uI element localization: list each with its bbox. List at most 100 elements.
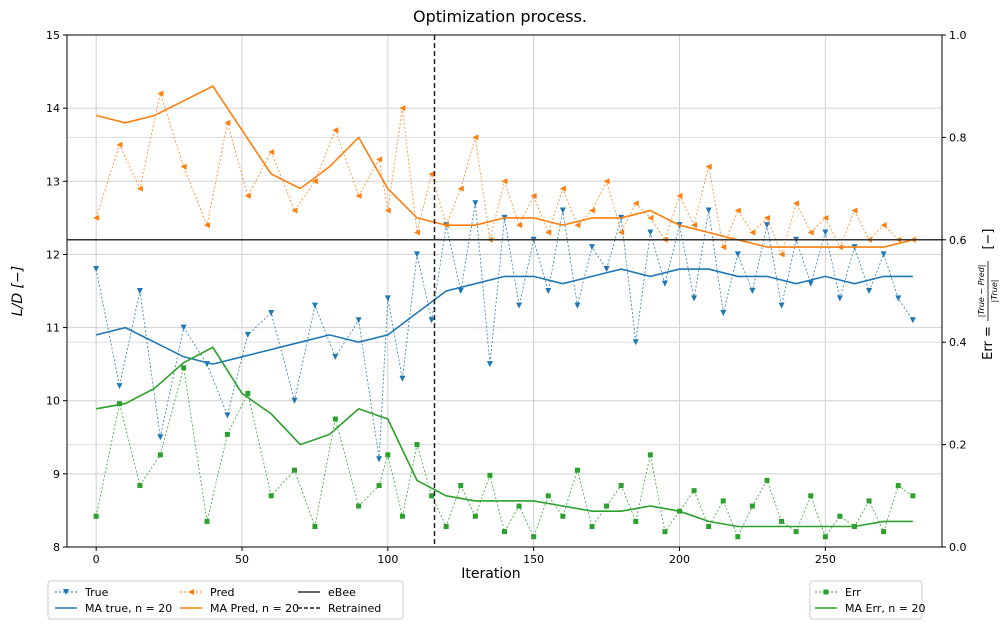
series-point <box>764 477 770 483</box>
series-point <box>545 288 552 294</box>
series-point <box>384 295 391 302</box>
series-ma-err-n-20 <box>96 346 913 528</box>
series-point <box>779 518 785 524</box>
series-point <box>136 288 143 294</box>
series-point <box>245 390 251 396</box>
series-point <box>749 229 756 236</box>
series-line <box>95 367 914 538</box>
series-point <box>880 251 887 258</box>
legend-label: MA Pred, n = 20 <box>210 602 299 615</box>
series-line <box>96 346 913 528</box>
series-line <box>96 268 913 365</box>
series-point <box>866 498 872 504</box>
series-point <box>457 185 464 192</box>
y-axis-label: L/D [−] <box>10 266 26 316</box>
series-point <box>312 524 318 530</box>
series-point <box>749 288 756 294</box>
series-point <box>428 170 435 177</box>
series-point <box>414 251 420 258</box>
series-point <box>244 192 251 199</box>
series-point <box>429 493 435 499</box>
series-point <box>618 229 625 236</box>
series-point <box>734 251 741 258</box>
series-point <box>93 513 99 519</box>
y-tick-label: 9 <box>53 468 60 481</box>
series-point <box>545 493 551 499</box>
series-point <box>793 200 800 207</box>
series-point <box>560 513 566 519</box>
series-point <box>472 134 479 141</box>
series-point <box>676 192 683 199</box>
series-point <box>837 513 843 519</box>
x-tick-label: 50 <box>235 553 249 566</box>
y2-label-denominator: |True| <box>990 280 999 303</box>
y2-tick-label: 0.2 <box>949 439 967 452</box>
legend-right-box <box>809 580 923 620</box>
series-point <box>116 141 123 148</box>
series-point <box>356 503 362 509</box>
legend-entry-pred: Pred <box>180 586 234 599</box>
legend-entry-retrained: Retrained <box>298 602 381 615</box>
series-point <box>472 200 479 207</box>
series-point <box>808 493 814 499</box>
series-point <box>157 90 164 97</box>
series-point <box>376 456 383 463</box>
y-tick-label: 15 <box>46 29 60 42</box>
series-point <box>895 295 902 302</box>
series-point <box>332 416 338 422</box>
legend-label: MA Err, n = 20 <box>845 602 926 615</box>
series-line <box>95 203 914 460</box>
legend-entry-ebee: eBee <box>298 586 356 599</box>
reference-lines <box>67 35 942 547</box>
y-tick-label: 14 <box>46 102 60 115</box>
legend-label: eBee <box>328 586 356 599</box>
series-point <box>268 309 275 316</box>
series-point <box>137 483 143 489</box>
y2-tick-label: 0.4 <box>949 336 967 349</box>
series-point <box>244 331 251 338</box>
series-point <box>559 185 566 192</box>
y-tick-label: 10 <box>46 395 60 408</box>
legend-entry-err: Err <box>815 586 861 599</box>
chart-title: Optimization process. <box>413 7 587 26</box>
legend-entry-ma-err-n-20: MA Err, n = 20 <box>815 602 926 615</box>
plot-frame <box>66 34 943 548</box>
y2-tick-label: 0.0 <box>949 541 967 554</box>
series-point <box>691 488 697 494</box>
grid <box>67 34 942 548</box>
y-ticks: 8 9 10 11 12 13 14 15 <box>46 29 67 554</box>
series-line <box>95 91 913 256</box>
series-point <box>116 383 123 390</box>
series-point <box>414 229 420 236</box>
series-point <box>516 302 523 309</box>
series-point <box>866 288 873 294</box>
series-point <box>457 288 464 294</box>
series-point <box>618 483 624 489</box>
x-tick-label: 200 <box>669 553 690 566</box>
series-point <box>355 192 362 199</box>
series-point <box>385 452 391 458</box>
series-point <box>559 207 566 214</box>
legend-entry-ma-pred-n-20: MA Pred, n = 20 <box>180 602 299 615</box>
series-point <box>705 163 712 170</box>
y2-label-numerator: |True − Pred| <box>977 265 986 318</box>
x-ticks: 0 50 100 150 200 250 <box>93 547 836 566</box>
series-point <box>822 534 828 540</box>
series-point <box>574 222 581 229</box>
series-point <box>632 200 639 207</box>
series-point <box>793 529 799 535</box>
legend-swatch-marker <box>63 589 69 595</box>
series-point <box>764 214 770 221</box>
series-point <box>633 518 639 524</box>
series-layer <box>93 85 916 540</box>
series-point <box>180 324 187 331</box>
series-err <box>93 365 916 540</box>
series-point <box>822 214 829 221</box>
series-point <box>531 534 537 540</box>
series-point <box>472 513 478 519</box>
legend-label: True <box>84 586 109 599</box>
y2-ticks: 0.0 0.2 0.4 0.6 0.8 1.0 <box>942 29 967 554</box>
series-point <box>895 483 901 489</box>
